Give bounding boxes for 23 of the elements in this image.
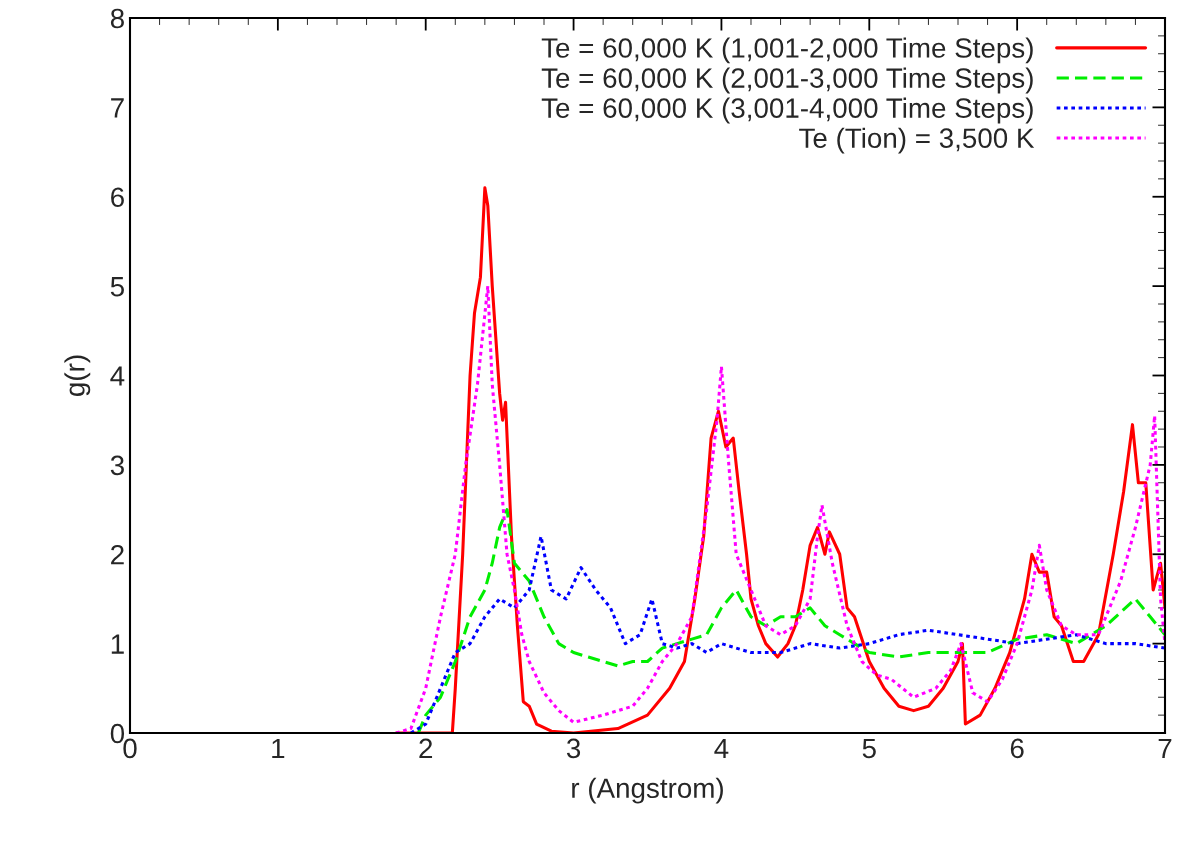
x-tick-label: 1	[272, 738, 285, 758]
x-tick-label: 6	[1010, 738, 1024, 759]
legend-label: Te = 60,000 K (3,001-4,000 Time Steps)	[541, 97, 1033, 124]
legend-label: Te (Tion) = 3,500 K	[799, 127, 1035, 154]
x-tick-label: 3	[566, 738, 581, 759]
y-tick-label: 2	[111, 544, 124, 565]
y-tick-label: 0	[110, 723, 125, 744]
y-tick-label: 5	[110, 277, 124, 297]
legend-label: Te = 60,000 K (2,001-3,000 Time Steps)	[541, 67, 1033, 94]
x-tick-label: 7	[1158, 738, 1172, 758]
y-tick-label: 1	[111, 634, 124, 654]
y-tick-label: 8	[110, 8, 124, 29]
x-tick-label: 4	[714, 738, 729, 758]
x-tick-label: 5	[862, 738, 876, 759]
x-tick-label: 2	[419, 738, 433, 758]
y-tick-label: 3	[110, 455, 124, 476]
line-series	[394, 284, 1165, 733]
y-tick-label: 6	[111, 187, 124, 208]
y-axis-title: g(r)	[64, 355, 91, 396]
y-tick-label: 4	[110, 366, 125, 386]
y-tick-label: 7	[111, 98, 124, 118]
legend-label: Te = 60,000 K (1,001-2,000 Time Steps)	[541, 37, 1033, 64]
x-axis-title: r (Angstrom)	[572, 777, 723, 804]
